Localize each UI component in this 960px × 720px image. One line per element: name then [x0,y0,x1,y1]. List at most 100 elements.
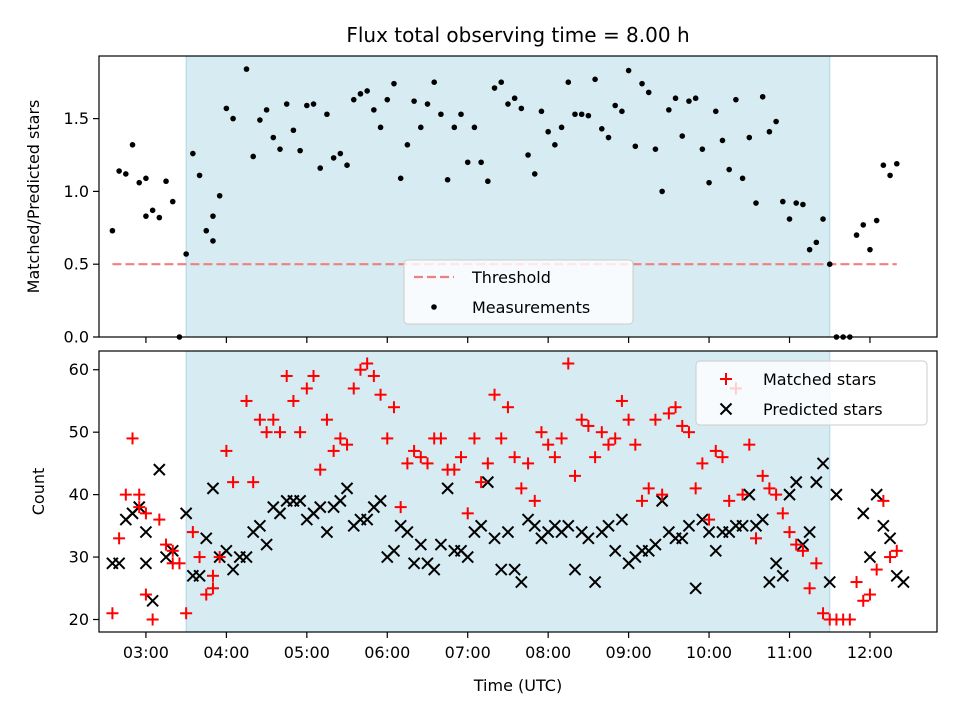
matched-star-point [629,438,642,451]
ratio-y-axis-label: Matched/Predicted stars [24,100,43,294]
measurement-point [719,137,726,144]
ratio-panel-x-ticks [145,337,871,343]
predicted-star-point [736,519,749,533]
predicted-star-point [883,532,897,545]
predicted-star-point [488,532,501,545]
measurement-point [558,124,565,131]
predicted-star-point [769,557,783,570]
legend-measurements-swatch [431,304,437,310]
x-axis-label: Time (UTC) [473,676,562,695]
x-tick-label: 08:00 [525,643,571,662]
measurement-point [692,95,699,102]
predicted-star-point [112,557,126,570]
matched-star-point [260,426,273,439]
matched-star-point [609,432,622,445]
measurement-point [739,175,746,182]
predicted-star-point [582,532,595,545]
predicted-star-point [756,513,769,526]
measurement-point [585,112,592,119]
matched-star-point [213,551,226,564]
matched-star-point [555,432,568,445]
predicted-star-point [461,550,474,564]
measurement-point [310,101,317,107]
matched-star-point [562,357,575,370]
matched-star-point [139,588,152,601]
x-tick-label: 12:00 [847,643,893,662]
matched-star-point [401,457,414,470]
matched-star-point [394,501,407,514]
matched-star-point [481,457,494,470]
matched-star-point [220,444,233,457]
matched-star-point [763,482,776,495]
measurement-point [317,165,324,171]
matched-star-point [568,469,581,482]
predicted-star-point [790,475,803,489]
matched-star-point [796,544,809,557]
matched-star-point [300,382,313,395]
predicted-star-point [407,557,421,570]
matched-star-point [367,369,380,382]
predicted-star-point [776,569,790,583]
matched-star-point [783,526,796,539]
predicted-star-point [702,525,716,539]
matched-star-point [716,451,729,464]
measurement-point [625,67,632,74]
predicted-star-point [501,525,515,539]
predicted-star-point [696,513,709,526]
matched-star-point [133,488,146,501]
measurement-point [230,115,236,122]
matched-star-point [548,451,561,464]
predicted-star-point [401,525,414,539]
y-tick-label: 60 [69,360,89,379]
predicted-star-point [474,519,488,533]
predicted-star-point [609,544,622,558]
measurement-point [746,134,753,141]
predicted-star-point [689,582,702,595]
matched-star-point [274,426,287,439]
measurement-point [304,102,310,109]
measurement-point [826,261,833,268]
matched-star-point [877,494,890,507]
legend-matched-label: Matched stars [763,370,876,389]
matched-star-point [857,594,870,607]
predicted-star-point [830,488,843,501]
matched-star-point [508,451,521,464]
matched-star-point [850,576,863,589]
matched-star-point [662,407,675,420]
measurement-point [813,239,820,246]
matched-star-point [790,538,803,551]
matched-star-point [307,369,320,382]
predicted-star-point [783,488,796,501]
matched-star-point [817,607,830,620]
predicted-star-point [562,519,575,533]
measurement-point [109,227,116,234]
matched-star-point [166,544,179,557]
matched-star-point [106,607,119,620]
measurement-point [210,238,216,244]
matched-star-point [253,413,266,426]
matched-star-point [280,369,293,382]
predicted-star-point [588,575,602,589]
measurement-point [491,85,498,91]
predicted-star-point [528,519,541,533]
measurement-point [619,108,625,115]
matched-star-point [381,432,394,445]
measurement-point [645,89,652,96]
predicted-star-point [796,538,810,551]
predicted-star-point [649,538,662,551]
predicted-star-point [655,494,669,508]
matched-star-point [455,451,468,464]
count-y-axis-label: Count [29,468,48,516]
matched-star-point [696,457,709,470]
measurement-point [498,79,505,86]
measurement-point [545,128,551,135]
measurement-point [136,179,143,186]
measurement-point [478,159,484,166]
x-tick-label: 10:00 [686,643,732,662]
matched-star-point [488,388,501,401]
matched-star-point [294,426,307,439]
matched-star-point [133,501,146,514]
measurement-point [578,111,585,118]
matched-star-point [515,482,528,495]
